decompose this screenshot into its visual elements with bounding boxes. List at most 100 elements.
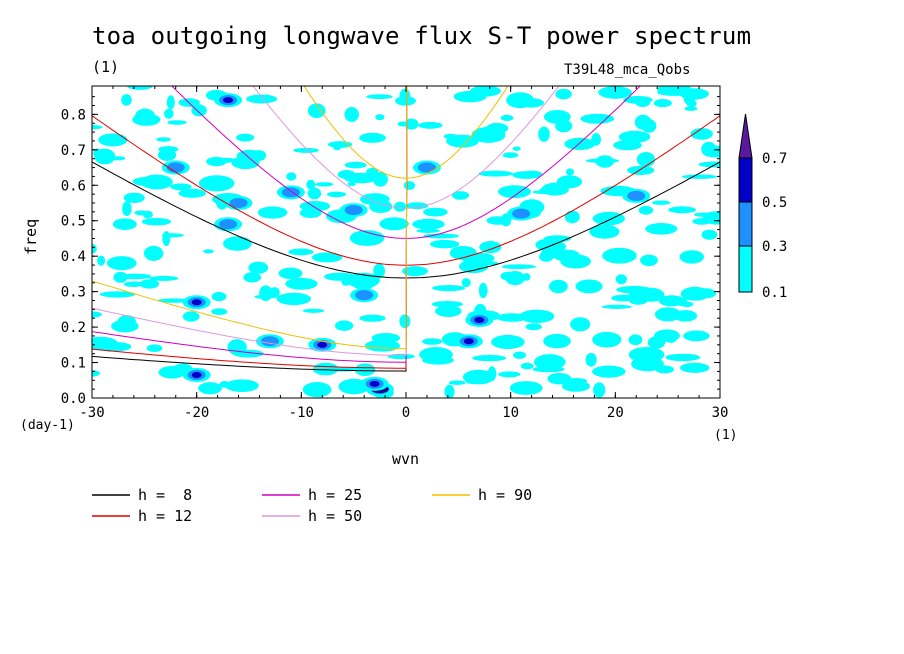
x-tick-label: -10 xyxy=(289,405,314,421)
x-tick-label: 30 xyxy=(712,405,729,421)
spectrum-patch xyxy=(132,177,158,186)
spectrum-patch xyxy=(257,206,288,219)
spectrum-patch xyxy=(182,311,200,322)
spectrum-patch xyxy=(589,224,620,239)
spectrum-patch xyxy=(142,210,153,219)
spectrum-patch xyxy=(344,161,367,169)
spectrum-patch xyxy=(477,261,498,266)
spectrum-patch xyxy=(223,236,252,251)
y-tick-label: 0.1 xyxy=(61,356,86,372)
spectrum-patch xyxy=(570,317,591,332)
spectrum-patch xyxy=(575,279,603,294)
power-patch-high xyxy=(369,380,380,387)
spectrum-patch xyxy=(555,88,572,100)
spectrum-patch xyxy=(246,94,278,104)
spectrum-patch xyxy=(412,218,445,230)
spectrum-patch xyxy=(653,99,672,108)
spectrum-patch xyxy=(592,331,622,348)
spectrum-patch xyxy=(446,134,479,148)
power-patch-high xyxy=(191,371,202,378)
spectrum-patch xyxy=(112,156,126,161)
spectrum-patch xyxy=(307,103,326,118)
spectrum-patch xyxy=(448,380,466,385)
spectrum-patch xyxy=(478,282,488,299)
spectrum-patch xyxy=(360,193,390,206)
x-tick-label: 20 xyxy=(607,405,624,421)
spectrum-patch xyxy=(278,267,303,280)
spectrum-patch xyxy=(549,279,568,294)
spectrum-patch xyxy=(387,353,415,360)
spectrum-patch xyxy=(543,333,571,349)
spectrum-patch xyxy=(170,183,192,191)
chart-subtitle: (1) xyxy=(92,58,120,76)
spectrum-patch xyxy=(293,147,319,153)
spectrum-patch xyxy=(692,218,712,225)
spectrum-patch xyxy=(565,168,575,176)
x-unit-label-left: (day-1) xyxy=(20,418,75,433)
y-tick-label: 0.2 xyxy=(61,320,86,336)
spectrum-patch xyxy=(119,273,152,280)
spectrum-patch xyxy=(198,382,223,395)
spectrum-patch xyxy=(286,172,297,181)
dispersion-curve-kelvin xyxy=(92,86,408,369)
spectrum-patch xyxy=(326,191,347,198)
power-patch-mid xyxy=(166,162,185,173)
spectrum-patch xyxy=(122,201,132,217)
spectrum-patch xyxy=(698,161,720,168)
spectrum-patch xyxy=(423,233,460,239)
power-patch-high xyxy=(463,338,474,345)
spectrum-patch xyxy=(164,108,174,119)
y-tick-label: 0.7 xyxy=(61,143,86,159)
spectrum-patch xyxy=(560,254,591,269)
spectrum-patch xyxy=(379,217,409,231)
spectrum-patch xyxy=(333,143,342,151)
spectrum-patch xyxy=(641,119,657,133)
spectrum-patch xyxy=(306,179,316,190)
power-patch-mid xyxy=(417,162,436,173)
spectrum-patch xyxy=(359,132,386,143)
spectrum-patch xyxy=(92,311,102,318)
power-patch-high xyxy=(474,317,485,323)
spectrum-patch xyxy=(99,291,136,298)
power-patch-mid xyxy=(219,219,238,230)
dispersion-curve-kelvin xyxy=(92,86,408,363)
spectrum-patch xyxy=(695,288,717,299)
spectrum-patch xyxy=(592,211,625,226)
spectrum-patch xyxy=(397,121,408,127)
spectrum-patch xyxy=(532,366,565,373)
spectrum-patch xyxy=(585,158,620,163)
spectrum-patch xyxy=(564,137,596,150)
spectrum-patch xyxy=(337,170,356,179)
spectrum-patch xyxy=(592,365,626,378)
spectrum-patch xyxy=(307,187,322,200)
x-tick-label: 0 xyxy=(402,405,410,421)
spectrum-patch xyxy=(227,339,247,355)
spectrum-patch xyxy=(471,126,506,143)
spectrum-patch xyxy=(121,94,132,106)
spectrum-patch xyxy=(509,381,543,395)
spectrum-patch xyxy=(157,298,191,303)
spectrum-patch xyxy=(135,108,155,124)
spectrum-patch xyxy=(178,188,206,198)
y-tick-label: 0.4 xyxy=(61,249,86,265)
spectrum-patch xyxy=(647,336,666,349)
spectrum-patch xyxy=(652,200,671,205)
spectrum-patch xyxy=(393,201,407,212)
spectrum-patch xyxy=(543,110,571,124)
spectrum-patch xyxy=(683,90,696,106)
spectrum-patch xyxy=(403,181,416,190)
power-patch-mid xyxy=(512,208,531,219)
spectrum-patch xyxy=(92,243,97,254)
spectrum-patch xyxy=(657,88,691,96)
spectrum-patch xyxy=(366,167,379,177)
y-tick-label: 0.5 xyxy=(61,214,86,230)
spectrum-patch xyxy=(344,107,360,122)
spectrum-patch xyxy=(675,297,688,307)
spectrum-patch xyxy=(98,133,128,147)
spectrum-patch xyxy=(430,239,460,249)
spectrum-patch xyxy=(404,118,419,130)
spectrum-patch xyxy=(106,256,137,271)
spectrum-patch xyxy=(259,285,273,302)
spectrum-patch xyxy=(541,182,569,196)
